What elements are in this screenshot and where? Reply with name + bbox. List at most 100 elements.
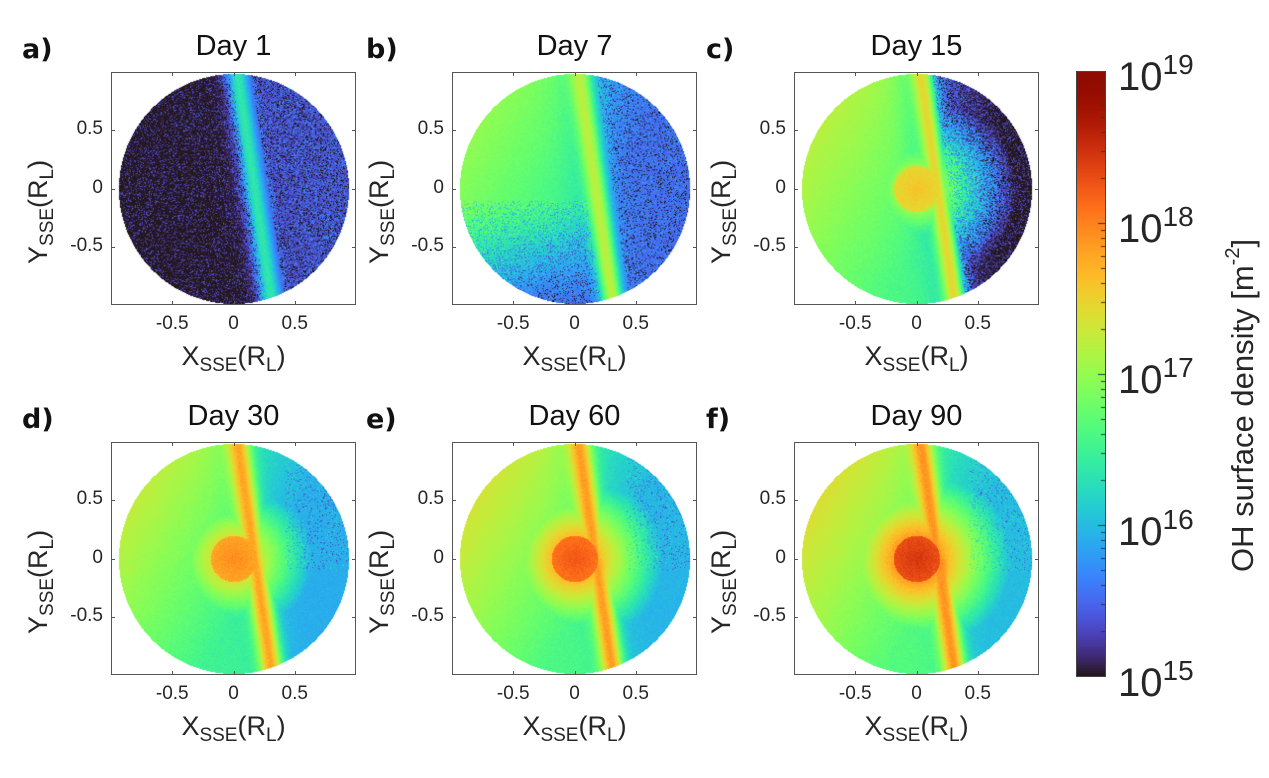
x-axis-label: XSSE(RL) [794, 711, 1039, 747]
x-tick-label: 0.5 [622, 313, 649, 334]
x-axis-label-sub: SSE [882, 725, 921, 746]
panel-letter: f) [706, 404, 731, 435]
y-axis-label-base: Y [706, 245, 736, 264]
x-tick-mark [233, 301, 235, 305]
y-axis-label-paren: (R [23, 178, 53, 208]
x-tick-mark [294, 671, 296, 675]
x-tick-mark [916, 301, 918, 305]
x-axis-label-base: X [864, 341, 883, 371]
y-tick-mark [452, 246, 456, 248]
y-axis-label-base: Y [706, 615, 736, 634]
density-map [795, 73, 1038, 304]
y-axis-label-close: ) [23, 529, 53, 539]
panel-title: Day 60 [528, 400, 621, 432]
colorbar-tick-exponent: 19 [1162, 49, 1194, 80]
x-tick-mark-top [574, 72, 576, 76]
y-tick-mark [452, 188, 456, 190]
y-axis-label: YSSE(RL) [706, 529, 742, 633]
x-tick-label: -0.5 [496, 313, 530, 334]
x-tick-mark [916, 671, 918, 675]
x-axis-label-sub: SSE [199, 355, 238, 376]
y-tick-mark-right [693, 246, 697, 248]
x-axis-label-base: X [181, 711, 200, 741]
y-axis-label-paren: (R [364, 548, 394, 578]
x-tick-mark-top [294, 442, 296, 446]
plot-area [794, 442, 1039, 675]
x-tick-mark-top [635, 72, 637, 76]
y-axis-label-paren-sub: L [37, 538, 58, 549]
x-axis-label-close: ) [959, 711, 969, 741]
x-axis-label-paren: (R [237, 711, 266, 741]
x-tick-mark-top [172, 442, 174, 446]
y-tick-mark [452, 500, 456, 502]
y-axis-label: YSSE(RL) [23, 529, 59, 633]
x-axis-label-base: X [864, 711, 883, 741]
y-axis-label-close: ) [364, 529, 394, 539]
y-tick-label: 0 [775, 176, 786, 198]
y-tick-label: 0 [92, 546, 103, 568]
colorbar-tick-base: 10 [1118, 206, 1163, 251]
y-tick-label: -0.5 [70, 234, 103, 256]
x-axis-label: XSSE(RL) [452, 711, 697, 747]
y-axis-label-close: ) [706, 159, 736, 169]
panel-title: Day 7 [536, 30, 613, 62]
panel-title: Day 1 [195, 30, 272, 62]
y-tick-label: 0.5 [759, 488, 786, 510]
y-axis-label-sub: SSE [378, 577, 399, 616]
colorbar-tick-label: 1015 [1118, 655, 1194, 706]
plot-area [794, 72, 1039, 305]
x-tick-mark [513, 671, 515, 675]
colorbar-tick-exponent: 18 [1162, 200, 1194, 232]
x-tick-mark [855, 671, 857, 675]
y-tick-label: -0.5 [411, 234, 444, 256]
y-axis-label-paren-sub: L [378, 538, 399, 549]
x-axis-label-sub: SSE [540, 355, 579, 376]
y-tick-mark-right [352, 130, 356, 132]
plot-area [452, 442, 697, 675]
panel-letter: b) [366, 34, 398, 65]
y-axis-label-paren-sub: L [720, 538, 741, 549]
y-tick-mark [452, 616, 456, 618]
y-tick-mark [111, 500, 115, 502]
y-tick-label: 0.5 [417, 118, 444, 140]
x-tick-mark [977, 671, 979, 675]
y-tick-mark [794, 500, 798, 502]
plot-area [452, 72, 697, 305]
x-tick-mark [635, 301, 637, 305]
x-tick-mark [635, 671, 637, 675]
x-tick-label: -0.5 [838, 683, 872, 704]
x-axis-label-paren: (R [920, 711, 949, 741]
y-tick-label: 0 [92, 176, 103, 198]
colorbar-tick-label: 1017 [1118, 352, 1194, 403]
x-tick-mark [233, 671, 235, 675]
y-axis-label-sub: SSE [37, 577, 58, 616]
y-axis-label-sub: SSE [37, 207, 58, 246]
x-tick-label: -0.5 [496, 683, 530, 704]
y-tick-mark-right [352, 500, 356, 502]
y-tick-label: 0.5 [417, 488, 444, 510]
x-axis-label-close: ) [617, 711, 627, 741]
y-tick-label: -0.5 [753, 604, 786, 626]
x-tick-mark [855, 301, 857, 305]
x-tick-label: -0.5 [155, 313, 189, 334]
x-axis-label-paren: (R [237, 341, 266, 371]
panel-letter: c) [706, 34, 735, 65]
x-tick-mark [294, 301, 296, 305]
x-axis-label-paren-sub: L [948, 725, 960, 746]
colorbar-tick-base: 10 [1118, 661, 1163, 705]
x-axis-label-sub: SSE [882, 355, 921, 376]
x-tick-mark-top [233, 72, 235, 76]
x-axis-label-close: ) [959, 341, 969, 371]
colorbar-tick-label: 1018 [1118, 201, 1194, 252]
y-axis-label-base: Y [23, 615, 53, 634]
x-tick-label: 0 [911, 313, 922, 334]
y-tick-mark-right [352, 616, 356, 618]
x-tick-mark [513, 301, 515, 305]
y-tick-mark [452, 558, 456, 560]
y-axis-label-paren: (R [706, 548, 736, 578]
y-tick-mark-right [1035, 188, 1039, 190]
y-axis-label-close: ) [23, 159, 53, 169]
panel-letter: a) [22, 34, 53, 65]
y-tick-label: 0.5 [76, 118, 103, 140]
y-axis-label-sub: SSE [720, 577, 741, 616]
